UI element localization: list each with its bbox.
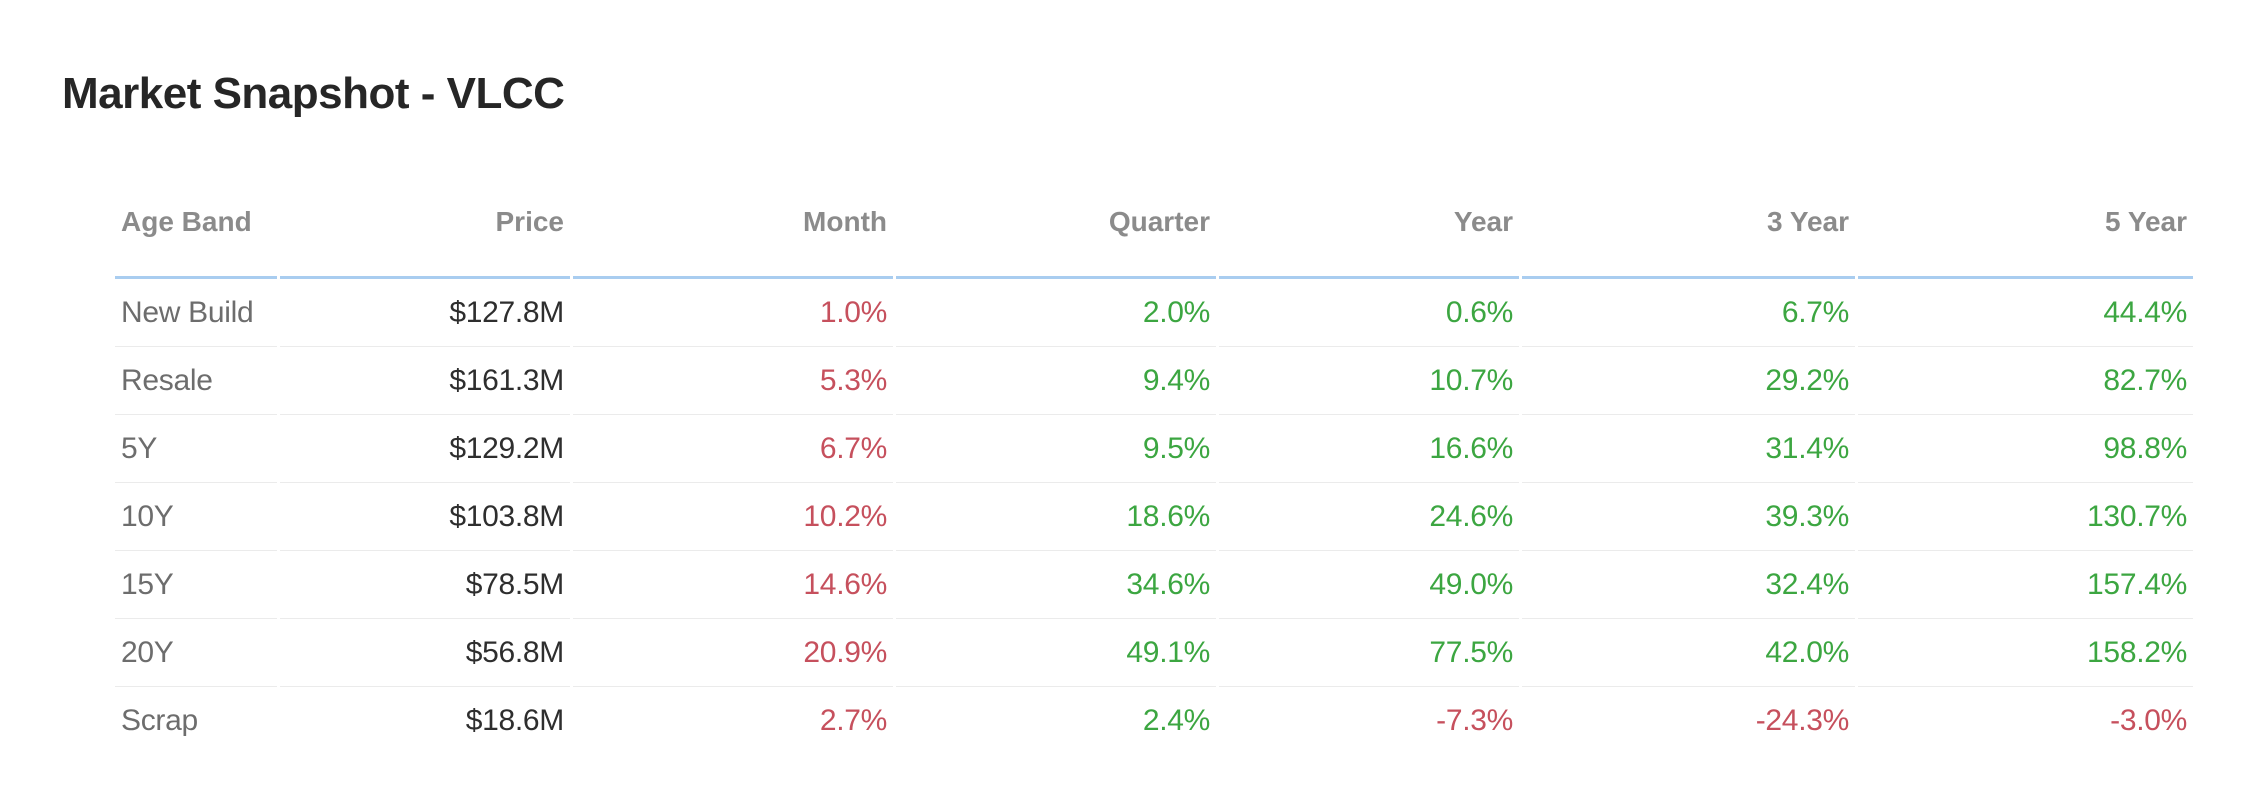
table-row: Scrap $18.6M 2.7% 2.4% -7.3% -24.3% -3.0… — [115, 687, 2193, 755]
cell-5-year: 158.2% — [1858, 619, 2193, 687]
market-snapshot-table: Age Band Price Month Quarter Year 3 Year… — [112, 186, 2196, 755]
cell-year: -7.3% — [1436, 704, 1513, 737]
cell-3-year: 42.0% — [1522, 619, 1855, 687]
cell-5-year: -3.0% — [2110, 704, 2187, 737]
cell-price: $56.8M — [280, 619, 570, 687]
cell-age-band: 20Y — [115, 619, 277, 687]
cell-3-year: 6.7% — [1522, 279, 1855, 347]
cell-year: 49.0% — [1219, 551, 1519, 619]
table-row: 20Y $56.8M 20.9% 49.1% 77.5% 42.0% 158.2… — [115, 619, 2193, 687]
cell-quarter: 49.1% — [896, 619, 1216, 687]
table-row: 10Y $103.8M 10.2% 18.6% 24.6% 39.3% 130.… — [115, 483, 2193, 551]
cell-quarter: 9.4% — [896, 347, 1216, 415]
cell-month: 14.6% — [573, 551, 893, 619]
table-header-row: Age Band Price Month Quarter Year 3 Year… — [115, 186, 2193, 279]
cell-age-band: 15Y — [115, 551, 277, 619]
cell-age-band: 5Y — [115, 415, 277, 483]
cell-age-band: New Build — [115, 279, 277, 347]
cell-quarter: 18.6% — [896, 483, 1216, 551]
column-header-price: Price — [280, 186, 570, 279]
cell-3-year: 32.4% — [1522, 551, 1855, 619]
cell-5-year: 82.7% — [1858, 347, 2193, 415]
cell-year: 0.6% — [1219, 279, 1519, 347]
cell-quarter: 2.0% — [896, 279, 1216, 347]
cell-month: 10.2% — [573, 483, 893, 551]
cell-month: 6.7% — [573, 415, 893, 483]
cell-age-band: Resale — [115, 347, 277, 415]
column-header-age-band: Age Band — [115, 186, 277, 279]
cell-3-year: -24.3% — [1755, 704, 1850, 737]
cell-year: 16.6% — [1219, 415, 1519, 483]
cell-quarter: 9.5% — [896, 415, 1216, 483]
cell-month: 1.0% — [573, 279, 893, 347]
column-header-quarter: Quarter — [896, 186, 1216, 279]
cell-3-year: 39.3% — [1522, 483, 1855, 551]
table-row: New Build $127.8M 1.0% 2.0% 0.6% 6.7% 44… — [115, 279, 2193, 347]
cell-3-year: 31.4% — [1522, 415, 1855, 483]
cell-month: 2.7% — [819, 704, 887, 737]
cell-5-year: 157.4% — [1858, 551, 2193, 619]
column-header-month: Month — [573, 186, 893, 279]
cell-5-year: 98.8% — [1858, 415, 2193, 483]
column-header-year: Year — [1219, 186, 1519, 279]
cell-price: $127.8M — [280, 279, 570, 347]
cell-price: $129.2M — [280, 415, 570, 483]
column-header-3-year: 3 Year — [1522, 186, 1855, 279]
cell-price: $78.5M — [280, 551, 570, 619]
cell-month: 20.9% — [573, 619, 893, 687]
cell-year: 10.7% — [1219, 347, 1519, 415]
cell-month: 5.3% — [573, 347, 893, 415]
table-row: 15Y $78.5M 14.6% 34.6% 49.0% 32.4% 157.4… — [115, 551, 2193, 619]
table-row: Resale $161.3M 5.3% 9.4% 10.7% 29.2% 82.… — [115, 347, 2193, 415]
cell-5-year: 130.7% — [1858, 483, 2193, 551]
cell-year: 77.5% — [1219, 619, 1519, 687]
cell-5-year: 44.4% — [1858, 279, 2193, 347]
cell-quarter: 34.6% — [896, 551, 1216, 619]
column-header-5-year: 5 Year — [1858, 186, 2193, 279]
cell-price: $18.6M — [465, 704, 565, 737]
cell-quarter: 2.4% — [1142, 704, 1210, 737]
cell-age-band: 10Y — [115, 483, 277, 551]
cell-age-band: Scrap — [121, 704, 198, 737]
table-row: 5Y $129.2M 6.7% 9.5% 16.6% 31.4% 98.8% — [115, 415, 2193, 483]
cell-price: $161.3M — [280, 347, 570, 415]
cell-price: $103.8M — [280, 483, 570, 551]
page-title: Market Snapshot - VLCC — [62, 69, 565, 118]
cell-year: 24.6% — [1219, 483, 1519, 551]
cell-3-year: 29.2% — [1522, 347, 1855, 415]
